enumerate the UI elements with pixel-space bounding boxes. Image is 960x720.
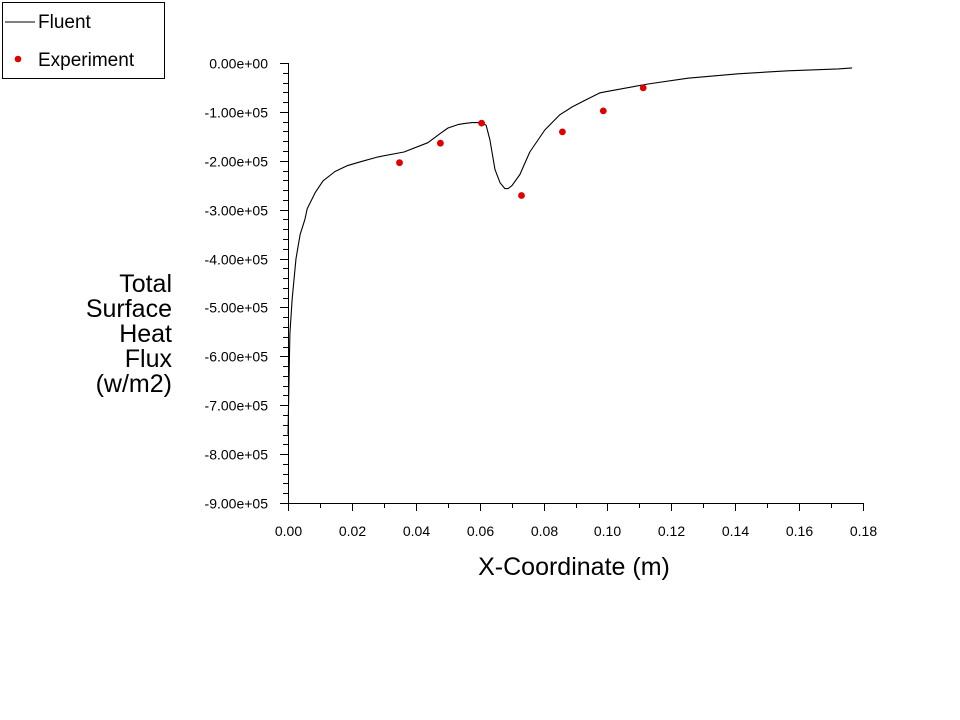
x-tick-label: 0.06	[467, 523, 494, 539]
y-tick-label: -8.00e+05	[205, 447, 269, 463]
y-tick-label: -5.00e+05	[205, 300, 269, 316]
experiment-data-point	[599, 107, 607, 115]
y-tick-label: -9.00e+05	[205, 496, 269, 512]
experiment-data-point	[437, 139, 444, 147]
y-axis-title-line: Flux	[125, 345, 173, 373]
x-tick-label: 0.16	[786, 523, 813, 539]
x-tick-label: 0.00	[275, 523, 302, 539]
x-tick-label: 0.18	[850, 523, 877, 539]
y-axis-ticks: 0.00e+00 -1.00e+05 -2.00e+05 -3.00e+05 -4.00…	[205, 56, 288, 512]
x-tick-label: 0.12	[658, 523, 685, 539]
legend-label-fluent: Fluent	[38, 12, 92, 33]
y-tick-label: -1.00e+05	[205, 105, 269, 121]
experiment-data-point	[559, 128, 566, 136]
y-axis-title-line: Total	[119, 270, 172, 298]
x-tick-label: 0.10	[594, 523, 621, 539]
experiment-data-point	[478, 119, 485, 127]
experiment-data-point	[518, 192, 525, 199]
y-axis-title-line: Heat	[119, 320, 172, 348]
y-tick-label: -2.00e+05	[205, 154, 269, 170]
y-tick-label: -7.00e+05	[205, 398, 269, 414]
y-axis-title: Total Surface Heat Flux (w/m2)	[86, 270, 173, 398]
y-axis-title-line: (w/m2)	[96, 370, 172, 398]
experiment-series-markers	[396, 84, 647, 199]
x-axis-title: X-Coordinate (m)	[478, 553, 670, 581]
y-tick-label: -4.00e+05	[205, 252, 269, 268]
x-tick-label: 0.08	[531, 523, 558, 539]
y-tick-label: 0.00e+00	[209, 56, 268, 72]
legend-marker-swatch	[14, 55, 22, 63]
axes: 0.00e+00 -1.00e+05 -2.00e+05 -3.00e+05 -4.00…	[205, 56, 878, 540]
fluent-series-line	[287, 67, 853, 435]
x-tick-label: 0.02	[339, 523, 366, 539]
legend: Fluent Experiment	[2, 2, 165, 79]
experiment-data-point	[639, 84, 647, 92]
experiment-data-point	[396, 159, 403, 167]
legend-label-experiment: Experiment	[38, 50, 135, 71]
x-tick-label: 0.04	[403, 523, 430, 539]
y-tick-label: -3.00e+05	[205, 203, 269, 219]
x-axis-ticks: 0.00 0.02 0.04 0.06 0.08 0.10 0.12 0.14 0.16 0.18	[275, 503, 877, 539]
y-tick-label: -6.00e+05	[205, 349, 269, 365]
legend-box	[2, 2, 165, 79]
y-axis-title-line: Surface	[86, 295, 172, 323]
x-tick-label: 0.14	[722, 523, 749, 539]
